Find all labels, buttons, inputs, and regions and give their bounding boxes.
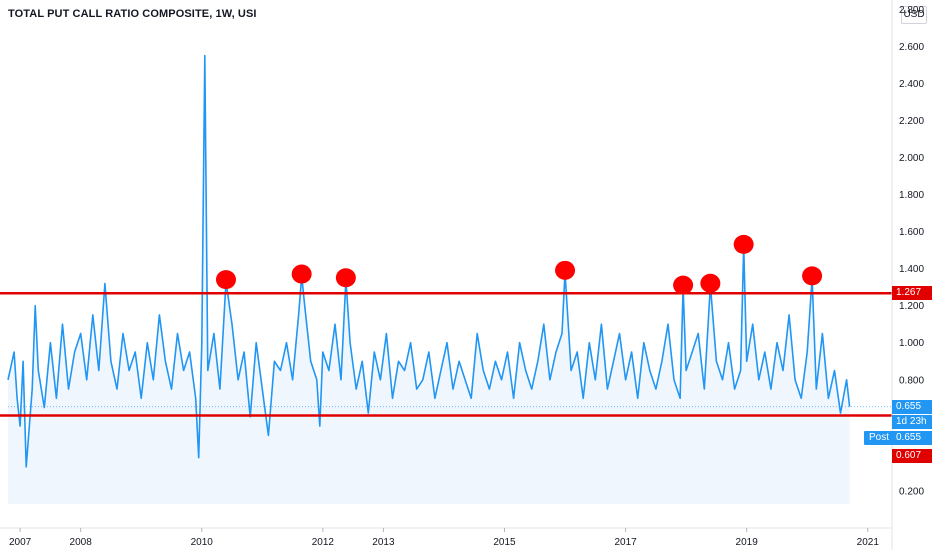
- x-tick-label: 2017: [614, 537, 637, 548]
- x-tick-label: 2007: [9, 537, 32, 548]
- y-tick-label: 2.200: [899, 116, 924, 127]
- countdown-tag: 1d 23h: [892, 414, 932, 429]
- x-tick-label: 2012: [312, 537, 335, 548]
- last-price-tag: 0.655: [892, 399, 932, 414]
- upper-line-price-tag: 1.267: [892, 286, 932, 301]
- series-area-fill: [8, 55, 850, 504]
- x-tick-label: 2013: [372, 537, 395, 548]
- plot-area: [0, 54, 892, 504]
- peak-marker-3[interactable]: [555, 260, 576, 280]
- x-tick-label: 2008: [70, 537, 93, 548]
- post-price-tag: 0.655: [892, 430, 932, 445]
- y-tick-label: 0.200: [899, 486, 924, 497]
- currency-label[interactable]: USD: [901, 6, 927, 24]
- peak-marker-4[interactable]: [673, 275, 694, 295]
- chart-title: TOTAL PUT CALL RATIO COMPOSITE, 1W, USI: [8, 8, 257, 20]
- y-tick-label: 0.800: [899, 375, 924, 386]
- x-tick-label: 2015: [493, 537, 516, 548]
- peak-marker-2[interactable]: [335, 268, 356, 288]
- y-tick-label: 2.400: [899, 79, 924, 90]
- x-axis: 2007 2008 2010 2012 2013 2015 2017 2019 2021: [0, 527, 892, 548]
- y-tick-label: 2.000: [899, 153, 924, 164]
- lower-line-price-tag: 0.607: [892, 448, 932, 463]
- y-tick-label: 2.600: [899, 42, 924, 53]
- y-axis: 2.800 2.600 2.400 2.200 2.000 1.800 1.600 1.400…: [891, 0, 924, 550]
- x-tick-label: 2010: [191, 537, 214, 548]
- y-tick-label: 1.000: [899, 338, 924, 349]
- y-tick-label: 1.600: [899, 227, 924, 238]
- y-tick-label: 2.800: [899, 5, 924, 16]
- post-label-tag: Post: [864, 430, 895, 445]
- peak-marker-6[interactable]: [733, 234, 754, 254]
- peak-marker-7[interactable]: [802, 266, 823, 286]
- peak-marker-5[interactable]: [700, 273, 721, 293]
- peak-marker-0[interactable]: [215, 270, 236, 290]
- peak-marker-1[interactable]: [291, 264, 312, 284]
- y-tick-label: 1.200: [899, 301, 924, 312]
- y-tick-label: 1.800: [899, 190, 924, 201]
- x-tick-label: 2019: [736, 537, 759, 548]
- x-tick-label: 2021: [857, 537, 880, 548]
- y-tick-label: 1.400: [899, 264, 924, 275]
